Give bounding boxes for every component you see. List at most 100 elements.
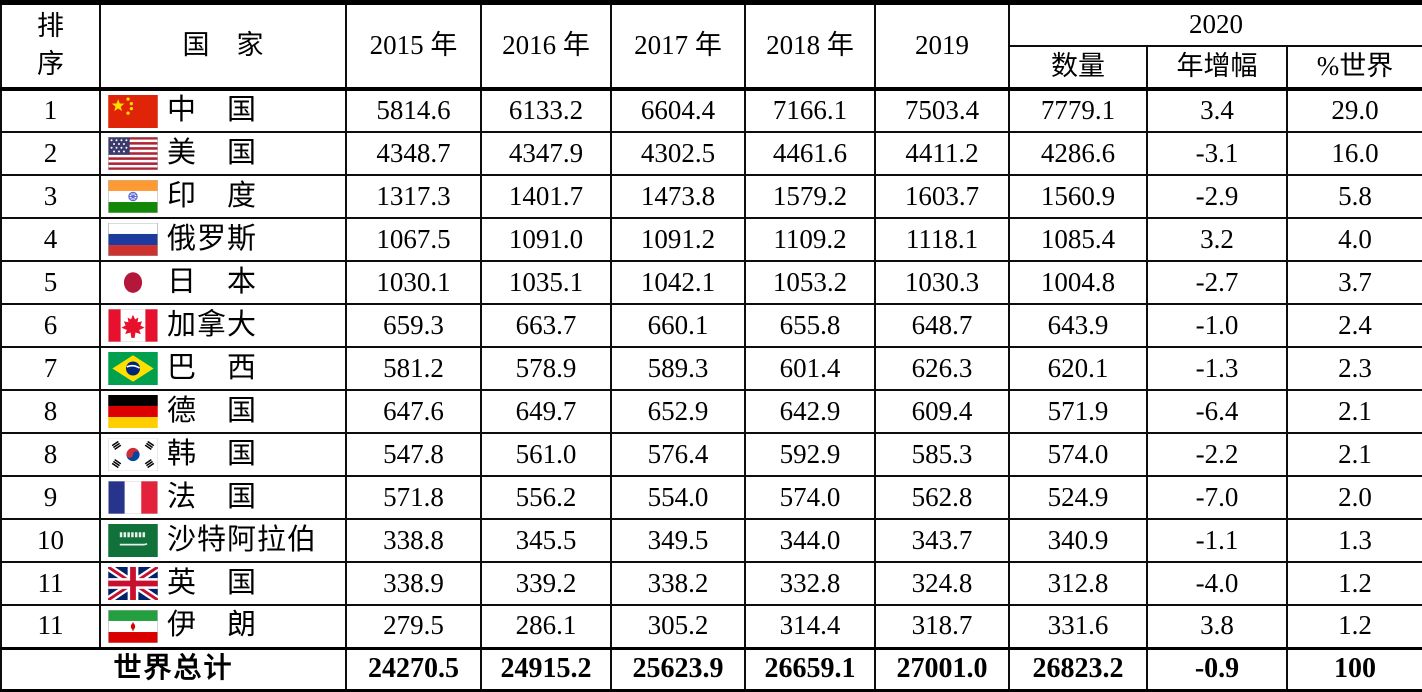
rank-header-label: 排序 [36,11,64,79]
rank-cell: 11 [0,604,101,649]
country-row: 10 沙特阿拉伯 338.8 345.5 349.5 344.0 343.7 340.9 -1.… [0,518,1422,563]
country-cell: 日 本 [99,260,347,305]
country-name: 加拿大 [167,308,258,341]
flag-uk-icon [108,567,158,600]
value-2016-cell: 561.0 [480,432,612,477]
country-row: 8 德 国 647.6 649.7 652.9 642.9 609.4 571.9 -6.4 2.… [0,389,1422,434]
value-2016-cell: 649.7 [480,389,612,434]
flag-france-icon [108,481,158,514]
value-2020-quantity-cell: 574.0 [1008,432,1148,477]
value-2019-cell: 609.4 [874,389,1010,434]
value-2018-cell: 344.0 [744,518,876,563]
col-header-2016: 2016 年 [480,1,612,91]
country-name: 法 国 [167,480,258,513]
col-header-country: 国 家 [99,1,347,91]
header-row-top: 排序 国 家 2015 年 2016 年 2017 年 2018 年 2019 … [0,1,1422,91]
value-2020-growth-cell: -1.1 [1146,518,1288,563]
total-2020-quantity-cell: 26823.2 [1008,646,1148,692]
value-2017-cell: 6604.4 [610,88,746,133]
value-2019-cell: 562.8 [874,475,1010,520]
value-2020-share-cell: 2.4 [1285,303,1422,348]
value-2017-cell: 1042.1 [610,260,746,305]
value-2017-cell: 349.5 [610,518,746,563]
value-2020-growth-cell: 3.4 [1146,88,1288,133]
country-name: 印 度 [167,179,258,212]
country-name: 日 本 [167,265,258,298]
value-2020-growth-cell: -2.2 [1146,432,1288,477]
value-2019-cell: 318.7 [874,604,1010,649]
value-2020-share-cell: 1.3 [1285,518,1422,563]
country-cell: 巴 西 [99,346,347,391]
value-2017-cell: 576.4 [610,432,746,477]
col-header-quantity: 数量 [1008,45,1148,91]
value-2020-growth-cell: 3.8 [1146,604,1288,649]
rank-cell: 5 [0,260,101,305]
country-cell: 德 国 [99,389,347,434]
rank-cell: 9 [0,475,101,520]
flag-china-icon [108,94,158,128]
total-2019-cell: 27001.0 [874,646,1010,692]
value-2020-quantity-cell: 1560.9 [1008,174,1148,219]
country-row: 1 中 国 5814.6 6133.2 6604.4 7166.1 7503.4 7779.1… [0,88,1422,133]
value-2018-cell: 601.4 [744,346,876,391]
value-2016-cell: 339.2 [480,561,612,606]
value-2017-cell: 652.9 [610,389,746,434]
value-2015-cell: 647.6 [345,389,482,434]
value-2020-share-cell: 2.0 [1285,475,1422,520]
rank-cell: 8 [0,389,101,434]
value-2020-growth-cell: -2.9 [1146,174,1288,219]
value-2020-share-cell: 29.0 [1285,88,1422,133]
value-2019-cell: 1118.1 [874,217,1010,262]
value-2015-cell: 659.3 [345,303,482,348]
value-2016-cell: 1401.7 [480,174,612,219]
country-cell: 伊 朗 [99,604,347,649]
col-header-2017: 2017 年 [610,1,746,91]
value-2016-cell: 1035.1 [480,260,612,305]
value-2018-cell: 1579.2 [744,174,876,219]
country-name: 沙特阿拉伯 [167,523,318,556]
value-2020-share-cell: 5.8 [1285,174,1422,219]
value-2015-cell: 5814.6 [345,88,482,133]
value-2018-cell: 1053.2 [744,260,876,305]
total-section: 世界总计 24270.5 24915.2 25623.9 26659.1 270… [0,646,1422,692]
col-header-annual-growth: 年增幅 [1146,45,1288,91]
total-2015-cell: 24270.5 [345,646,482,692]
flag-south-korea-icon [108,438,158,471]
flag-russia-icon [108,223,158,256]
country-row: 9 法 国 571.8 556.2 554.0 574.0 562.8 524.9 -7.0 2.… [0,475,1422,520]
country-row: 4 俄罗斯 1067.5 1091.0 1091.2 1109.2 1118.1 1085.4… [0,217,1422,262]
value-2017-cell: 305.2 [610,604,746,649]
value-2018-cell: 4461.6 [744,131,876,176]
value-2020-growth-cell: -3.1 [1146,131,1288,176]
value-2020-growth-cell: 3.2 [1146,217,1288,262]
flag-japan-icon [108,266,158,299]
value-2017-cell: 1473.8 [610,174,746,219]
rank-cell: 6 [0,303,101,348]
country-row: 11 英 国 338.9 339.2 338.2 332.8 324.8 312.8 -4.0 1… [0,561,1422,606]
header-row-sub: 数量 年增幅 %世界 [1,45,1422,91]
value-2018-cell: 7166.1 [744,88,876,133]
country-name: 巴 西 [167,351,258,384]
country-row: 6 加拿大 659.3 663.7 660.1 655.8 648.7 643.9 -1.0 2.… [0,303,1422,348]
flag-brazil-icon [108,352,158,385]
value-2020-quantity-cell: 524.9 [1008,475,1148,520]
country-name: 美 国 [167,136,258,169]
value-2020-share-cell: 3.7 [1285,260,1422,305]
value-2015-cell: 547.8 [345,432,482,477]
total-2020-growth-cell: -0.9 [1146,646,1288,692]
country-cell: 沙特阿拉伯 [99,518,347,563]
flag-iran-icon [108,609,158,643]
value-2020-quantity-cell: 571.9 [1008,389,1148,434]
value-2019-cell: 626.3 [874,346,1010,391]
value-2015-cell: 571.8 [345,475,482,520]
col-header-2019: 2019 [874,1,1010,91]
value-2019-cell: 7503.4 [874,88,1010,133]
value-2016-cell: 286.1 [480,604,612,649]
flag-germany-icon [108,395,158,428]
total-2016-cell: 24915.2 [480,646,612,692]
country-name: 德 国 [167,394,258,427]
value-2019-cell: 585.3 [874,432,1010,477]
value-2020-share-cell: 1.2 [1285,561,1422,606]
world-total-row: 世界总计 24270.5 24915.2 25623.9 26659.1 270… [0,646,1422,692]
value-2017-cell: 4302.5 [610,131,746,176]
